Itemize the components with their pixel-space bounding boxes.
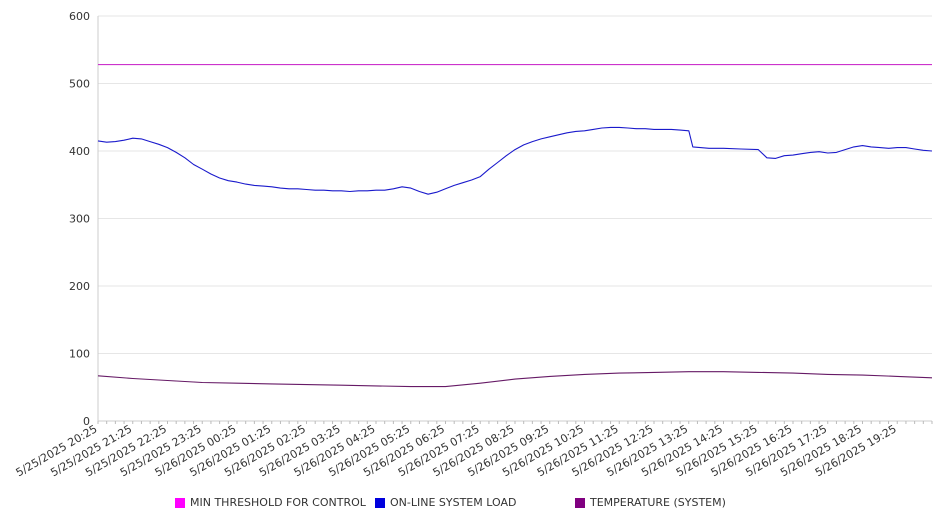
- legend-item-system-load[interactable]: ON-LINE SYSTEM LOAD: [375, 496, 516, 509]
- x-axis-tick-labels: 5/25/2025 20:255/25/2025 21:255/25/2025 …: [14, 422, 899, 479]
- series-line-temperature: [97, 371, 933, 388]
- y-tick-label-500: 500: [69, 78, 90, 91]
- legend-swatch-temperature: [575, 497, 585, 508]
- y-tick-label-600: 600: [69, 10, 90, 23]
- y-tick-label-100: 100: [69, 348, 90, 361]
- y-tick-label-300: 300: [69, 213, 90, 226]
- legend-item-min-threshold[interactable]: MIN THRESHOLD FOR CONTROL: [175, 496, 366, 509]
- x-axis-ticks: [97, 421, 933, 424]
- legend: MIN THRESHOLD FOR CONTROL ON-LINE SYSTEM…: [0, 496, 946, 516]
- y-tick-label-400: 400: [69, 145, 90, 158]
- legend-item-temperature[interactable]: TEMPERATURE (SYSTEM): [575, 496, 726, 509]
- grid-lines: [98, 15, 932, 354]
- legend-swatch-system-load: [375, 497, 385, 508]
- legend-label-system-load: ON-LINE SYSTEM LOAD: [390, 496, 517, 509]
- series-line-system-load: [97, 126, 933, 195]
- legend-label-min-threshold: MIN THRESHOLD FOR CONTROL: [190, 496, 366, 509]
- series-lines: [97, 64, 933, 388]
- y-axis-tick-labels: 0 100 200 300 400 500 600: [69, 10, 90, 428]
- legend-swatch-min-threshold: [175, 497, 185, 508]
- legend-label-temperature: TEMPERATURE (SYSTEM): [590, 496, 726, 509]
- y-tick-label-0: 0: [83, 415, 90, 428]
- y-tick-label-200: 200: [69, 280, 90, 293]
